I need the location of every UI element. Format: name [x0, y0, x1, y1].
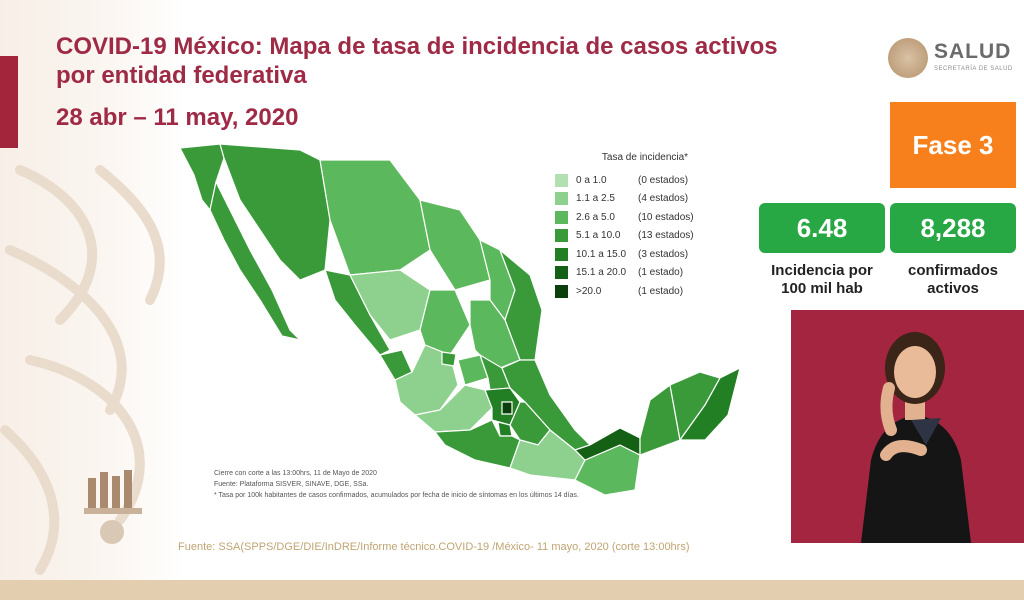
- eagle-seal-icon: [888, 38, 928, 78]
- legend-swatch: [555, 229, 568, 243]
- legend-swatch: [555, 266, 568, 280]
- state-guerrero: [433, 419, 521, 469]
- legend-range: 15.1 a 20.0: [576, 267, 627, 279]
- legend-item: 2.6 a 5.0 (10 estados): [555, 208, 705, 227]
- note-line: Cierre con corte a las 13:00hrs, 11 de M…: [214, 470, 377, 477]
- logo-name: SALUD: [934, 40, 1012, 63]
- sign-language-interpreter-video: [791, 310, 1024, 543]
- interpreter-figure: [861, 332, 971, 543]
- legend-range: 1.1 a 2.5: [576, 193, 615, 205]
- note-line: * Tasa por 100k habitantes de casos conf…: [214, 492, 579, 499]
- active-cases-value: 8,288: [890, 203, 1016, 253]
- legend-swatch: [555, 173, 568, 187]
- legend-count: (0 estados): [638, 174, 689, 186]
- footer-bar: [0, 580, 1024, 600]
- legend-item: 5.1 a 10.0 (13 estados): [555, 227, 705, 246]
- map-legend: Tasa de incidencia* 0 a 1.0 (0 estados) 1.…: [555, 152, 705, 301]
- source-footnote: Fuente: SSA(SPPS/DGE/DIE/InDRE/Informe t…: [178, 541, 690, 553]
- active-cases-label: confirmados activos: [907, 262, 998, 297]
- legend-swatch: [555, 192, 568, 206]
- legend-item: 10.1 a 15.0 (3 estados): [555, 245, 705, 264]
- logo-subtitle: SECRETARÍA DE SALUD: [934, 66, 1013, 72]
- legend-range: 2.6 a 5.0: [576, 211, 615, 223]
- note-line: Fuente: Plataforma SISVER, SINAVE, DGE, …: [214, 481, 369, 488]
- state-coahuila: [419, 199, 491, 291]
- legend-count: (1 estado): [638, 267, 684, 279]
- legend-range: 0 a 1.0: [576, 174, 607, 186]
- legend-item: 0 a 1.0 (0 estados): [555, 171, 705, 190]
- phase-badge: Fase 3: [890, 102, 1016, 188]
- salud-logo: SALUD SECRETARÍA DE SALUD: [888, 38, 1018, 80]
- state-quintana-roo: [678, 366, 741, 441]
- legend-swatch: [555, 247, 568, 261]
- date-range: 28 abr – 11 may, 2020: [56, 104, 299, 131]
- state-ciudad-de-mexico: [501, 401, 513, 415]
- state-zacatecas: [419, 289, 471, 356]
- legend-range: 10.1 a 15.0: [576, 248, 627, 260]
- state-sonora: [219, 143, 331, 281]
- legend-range: 5.1 a 10.0: [576, 230, 621, 242]
- legend-title: Tasa de incidencia*: [601, 152, 689, 163]
- state-baja-california-sur: [209, 180, 302, 342]
- map-notes: Cierre con corte a las 13:00hrs, 11 de M…: [214, 468, 579, 501]
- legend-range: >20.0: [576, 285, 602, 297]
- state-aguascalientes: [441, 351, 457, 367]
- page-title: COVID-19 México: Mapa de tasa de inciden…: [56, 33, 778, 89]
- mexico-map: [180, 143, 741, 496]
- legend-count: (13 estados): [638, 230, 694, 242]
- legend-count: (4 estados): [638, 193, 689, 205]
- state-chihuahua: [319, 159, 431, 276]
- incidence-value: 6.48: [759, 203, 885, 253]
- legend-swatch: [555, 284, 568, 298]
- incidence-label: Incidencia por 100 mil hab: [771, 262, 873, 297]
- legend-count: (3 estados): [638, 248, 689, 260]
- legend-item: 15.1 a 20.0 (1 estado): [555, 264, 705, 283]
- legend-count: (10 estados): [638, 211, 694, 223]
- government-crest-icon: [84, 466, 142, 516]
- medal-icon: [100, 520, 124, 544]
- legend-swatch: [555, 210, 568, 224]
- legend-count: (1 estado): [638, 285, 684, 297]
- legend-item: 1.1 a 2.5 (4 estados): [555, 190, 705, 209]
- accent-bar: [0, 56, 18, 148]
- legend-item: >20.0 (1 estado): [555, 282, 705, 301]
